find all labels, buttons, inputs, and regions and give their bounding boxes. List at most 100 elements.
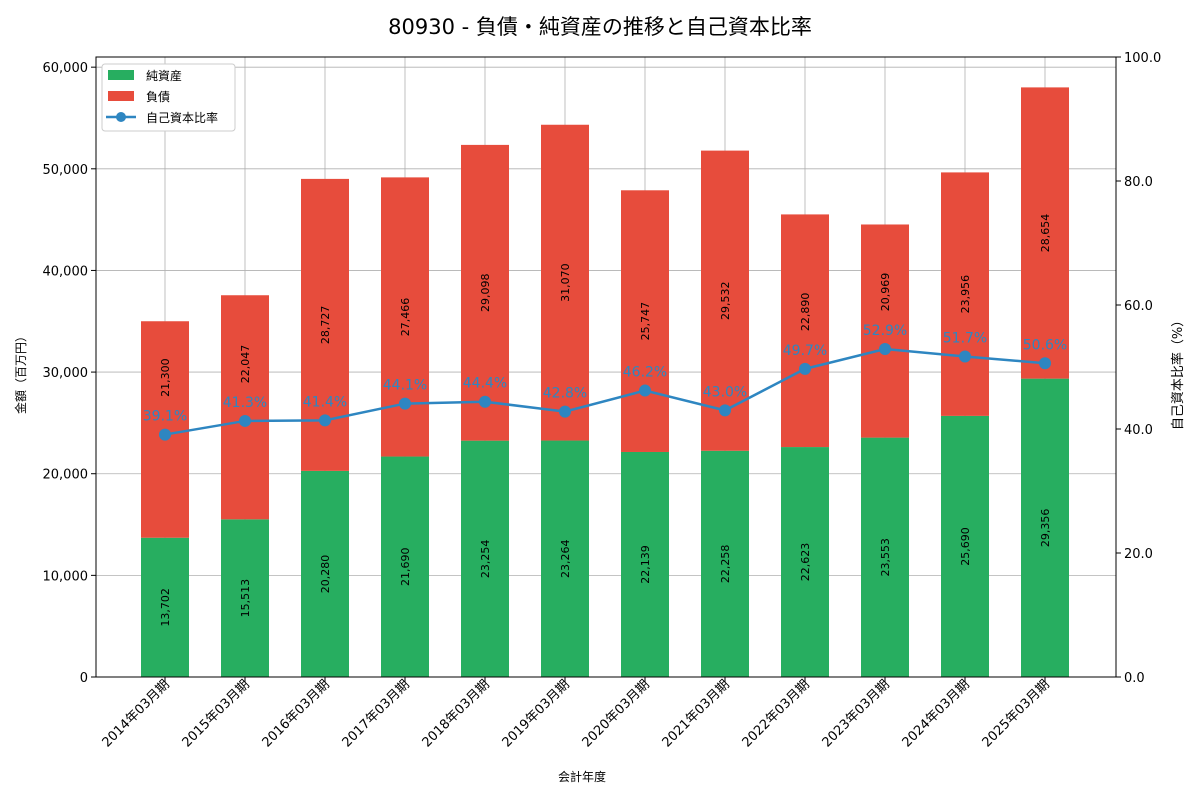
ratio-label: 44.4% (463, 376, 507, 392)
ratio-label: 51.7% (943, 330, 987, 346)
data-label-liabilities: 22,047 (239, 345, 252, 384)
data-label-net-assets: 13,702 (159, 588, 172, 627)
chart-title: 80930 - 負債・純資産の推移と自己資本比率 (388, 15, 812, 39)
bar-liabilities (621, 190, 669, 452)
x-tick-label: 2021年03月期 (660, 677, 733, 750)
bar-liabilities (221, 295, 269, 520)
bar-net-assets (861, 437, 909, 677)
legend-swatch-net-assets (108, 70, 134, 80)
x-tick-label: 2014年03月期 (100, 677, 173, 750)
legend-swatch-liabilities (108, 91, 134, 101)
ratio-point (959, 350, 971, 363)
data-label-net-assets: 29,356 (1039, 509, 1052, 548)
data-label-net-assets: 23,553 (879, 538, 892, 577)
x-tick-label: 2015年03月期 (180, 677, 253, 750)
data-label-net-assets: 15,513 (239, 579, 252, 618)
legend-marker-ratio (116, 112, 126, 122)
legend-box (101, 63, 236, 132)
y2-tick-label: 80.0 (1124, 175, 1153, 190)
ratio-label: 42.8% (543, 386, 587, 402)
y-tick-label: 50,000 (43, 163, 89, 178)
ratio-point (479, 395, 491, 408)
y-tick-label: 0 (80, 671, 88, 686)
data-label-net-assets: 22,139 (639, 545, 652, 584)
data-label-liabilities: 27,466 (399, 298, 412, 337)
bar-liabilities (861, 224, 909, 438)
data-label-liabilities: 23,956 (959, 275, 972, 314)
data-label-liabilities: 31,070 (559, 263, 572, 302)
bar-net-assets (461, 440, 509, 677)
x-axis-label: 会計年度 (558, 769, 606, 784)
ratio-point (799, 362, 811, 375)
bar-net-assets (221, 519, 269, 677)
ratio-label: 44.1% (383, 378, 427, 394)
x-tick-label: 2016年03月期 (260, 677, 333, 750)
ratio-label: 49.7% (783, 343, 827, 359)
legend-label-ratio: 自己資本比率 (146, 110, 218, 125)
data-label-net-assets: 20,280 (319, 555, 332, 594)
x-tick-label: 2019年03月期 (500, 677, 573, 750)
y2-tick-label: 40.0 (1124, 423, 1153, 438)
data-label-net-assets: 21,690 (399, 548, 412, 587)
data-label-liabilities: 22,890 (799, 293, 812, 332)
bar-net-assets (701, 450, 749, 677)
data-label-net-assets: 22,623 (799, 543, 812, 582)
ratio-point (559, 405, 571, 418)
x-tick-label: 2017年03月期 (340, 677, 413, 750)
ratio-point (239, 414, 251, 427)
ratio-point (319, 414, 331, 427)
y2-axis-label: 自己資本比率（%） (1170, 314, 1186, 430)
data-label-net-assets: 22,258 (719, 545, 732, 584)
y-tick-label: 30,000 (43, 366, 89, 381)
ratio-point (879, 343, 891, 356)
ratio-line (164, 347, 1046, 436)
bar-liabilities (941, 172, 989, 416)
y2-tick-label: 100.0 (1124, 51, 1161, 66)
y-tick-label: 10,000 (43, 569, 89, 584)
ratio-label: 50.6% (1023, 337, 1067, 353)
y2-tick-label: 0.0 (1124, 671, 1145, 686)
data-label-liabilities: 20,969 (879, 273, 892, 312)
plot-frame (95, 56, 1117, 678)
ratio-label: 46.2% (623, 365, 667, 381)
bar-liabilities (781, 214, 829, 448)
data-label-liabilities: 29,098 (479, 274, 492, 313)
x-tick-label: 2023年03月期 (820, 677, 893, 750)
bar-net-assets (381, 456, 429, 677)
bar-net-assets (621, 451, 669, 677)
data-label-net-assets: 23,264 (559, 540, 572, 579)
ratio-label: 41.4% (303, 394, 347, 410)
data-label-liabilities: 28,654 (1039, 214, 1052, 253)
ratio-point (1039, 357, 1051, 370)
ratio-label: 39.1% (143, 409, 187, 425)
ratio-point (719, 404, 731, 417)
y2-tick-label: 20.0 (1124, 547, 1153, 562)
y-tick-label: 60,000 (43, 61, 89, 76)
ratio-point (399, 397, 411, 410)
data-label-liabilities: 28,727 (319, 306, 332, 345)
y-axis-label: 金額（百万円） (13, 330, 28, 414)
ratio-label: 43.0% (703, 384, 747, 400)
bar-net-assets (301, 470, 349, 677)
data-label-net-assets: 25,690 (959, 527, 972, 566)
bar-liabilities (381, 177, 429, 457)
legend-label-net-assets: 純資産 (146, 68, 182, 83)
bar-net-assets (1021, 378, 1069, 677)
ratio-label: 41.3% (223, 395, 267, 411)
y-tick-label: 40,000 (43, 264, 89, 279)
bar-liabilities (1021, 87, 1069, 379)
bar-net-assets (541, 440, 589, 677)
x-tick-label: 2024年03月期 (900, 677, 973, 750)
x-tick-label: 2022年03月期 (740, 677, 813, 750)
y-tick-label: 20,000 (43, 468, 89, 483)
x-tick-label: 2020年03月期 (580, 677, 653, 750)
bar-liabilities (541, 124, 589, 441)
bar-net-assets (141, 537, 189, 677)
y2-tick-label: 60.0 (1124, 299, 1153, 314)
data-label-liabilities: 25,747 (639, 302, 652, 341)
x-tick-label: 2018年03月期 (420, 677, 493, 750)
ratio-point (639, 384, 651, 397)
x-tick-label: 2025年03月期 (980, 677, 1053, 750)
